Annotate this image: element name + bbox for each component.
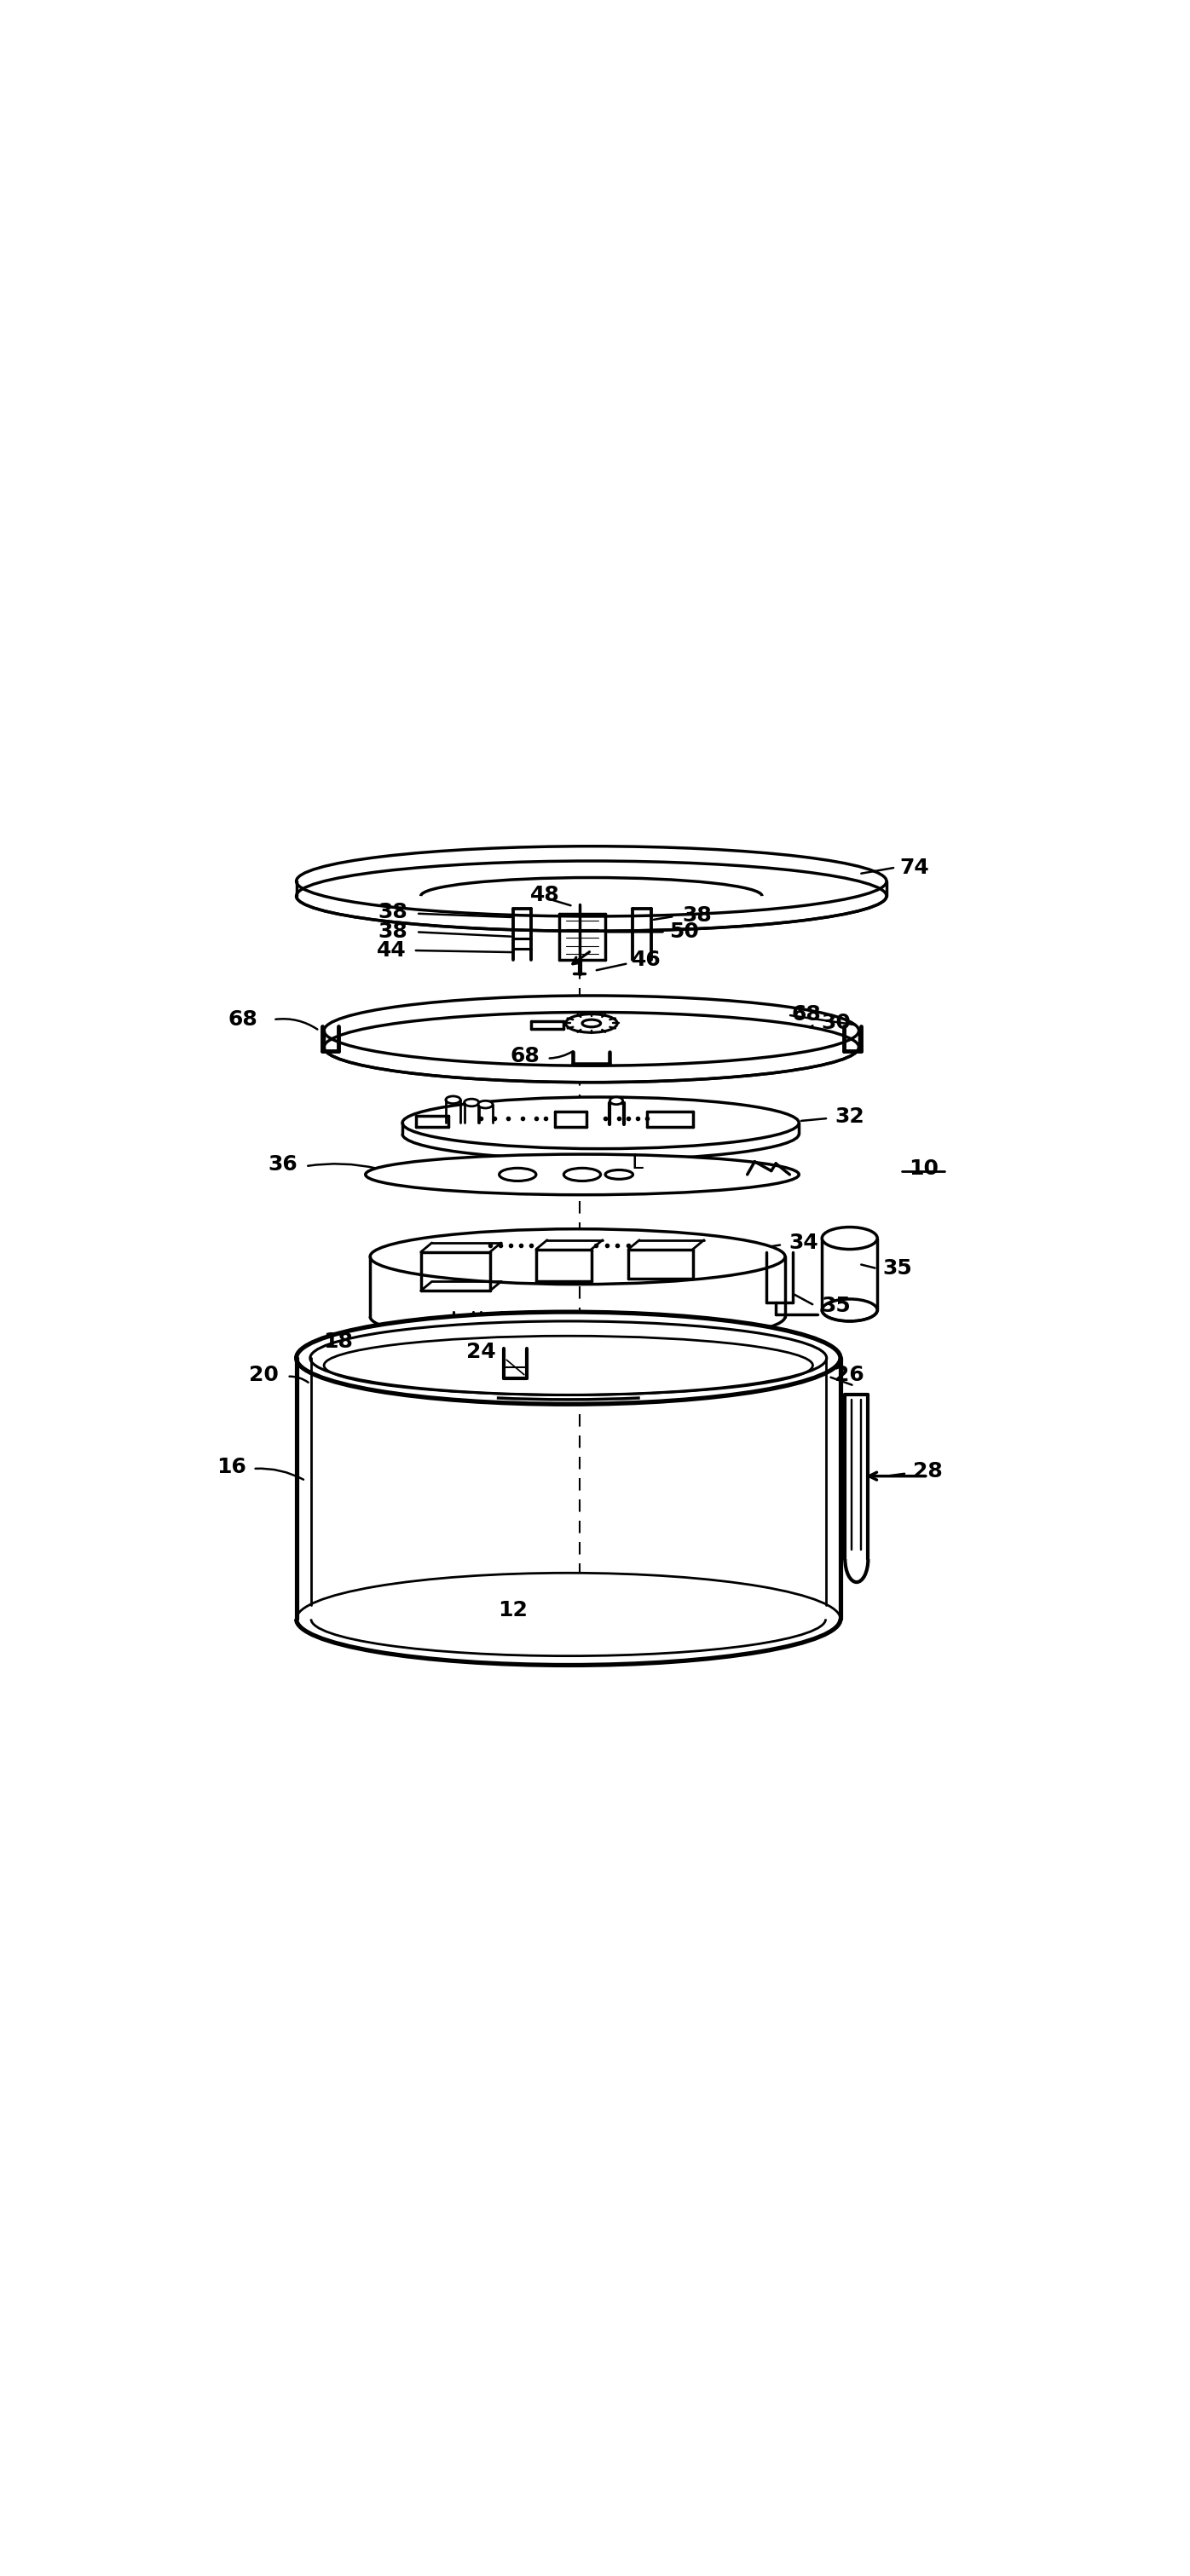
Text: 20: 20 — [249, 1365, 278, 1386]
Text: 68: 68 — [228, 1010, 257, 1030]
Text: 35: 35 — [821, 1296, 851, 1316]
Text: 26: 26 — [835, 1365, 864, 1386]
Ellipse shape — [296, 848, 887, 917]
Text: 68: 68 — [791, 1005, 821, 1025]
Ellipse shape — [365, 1154, 798, 1195]
Text: 12: 12 — [499, 1600, 528, 1620]
Text: 50: 50 — [669, 922, 699, 943]
Ellipse shape — [610, 1097, 622, 1105]
Text: 28: 28 — [913, 1461, 942, 1481]
Text: 30: 30 — [821, 1012, 851, 1033]
Ellipse shape — [370, 1229, 785, 1285]
Ellipse shape — [499, 1167, 536, 1180]
Text: 48: 48 — [531, 886, 560, 904]
Text: 36: 36 — [268, 1154, 298, 1175]
Ellipse shape — [296, 1311, 840, 1404]
Ellipse shape — [324, 994, 859, 1066]
Text: 38: 38 — [378, 922, 408, 943]
Ellipse shape — [464, 1100, 478, 1105]
Text: 44: 44 — [376, 940, 406, 961]
Text: 35: 35 — [883, 1257, 913, 1278]
Text: 38: 38 — [378, 902, 408, 922]
Ellipse shape — [402, 1097, 798, 1149]
Ellipse shape — [446, 1097, 461, 1103]
Ellipse shape — [822, 1298, 877, 1321]
Text: 24: 24 — [466, 1342, 495, 1363]
Ellipse shape — [822, 1226, 877, 1249]
Ellipse shape — [296, 1574, 840, 1664]
Text: 16: 16 — [217, 1455, 246, 1476]
Ellipse shape — [565, 1015, 618, 1033]
Text: 68: 68 — [511, 1046, 540, 1066]
Ellipse shape — [296, 860, 887, 930]
Text: L: L — [632, 1151, 644, 1172]
Ellipse shape — [421, 863, 762, 899]
Text: 38: 38 — [683, 904, 713, 925]
Ellipse shape — [478, 1100, 493, 1108]
Text: 46: 46 — [632, 951, 662, 971]
Text: 18: 18 — [322, 1332, 352, 1352]
Text: 10: 10 — [908, 1159, 939, 1180]
Ellipse shape — [324, 1012, 859, 1082]
Ellipse shape — [606, 1170, 633, 1180]
Text: 74: 74 — [900, 858, 929, 878]
Text: 34: 34 — [789, 1231, 819, 1252]
Ellipse shape — [564, 1167, 601, 1180]
Text: 32: 32 — [835, 1105, 864, 1126]
